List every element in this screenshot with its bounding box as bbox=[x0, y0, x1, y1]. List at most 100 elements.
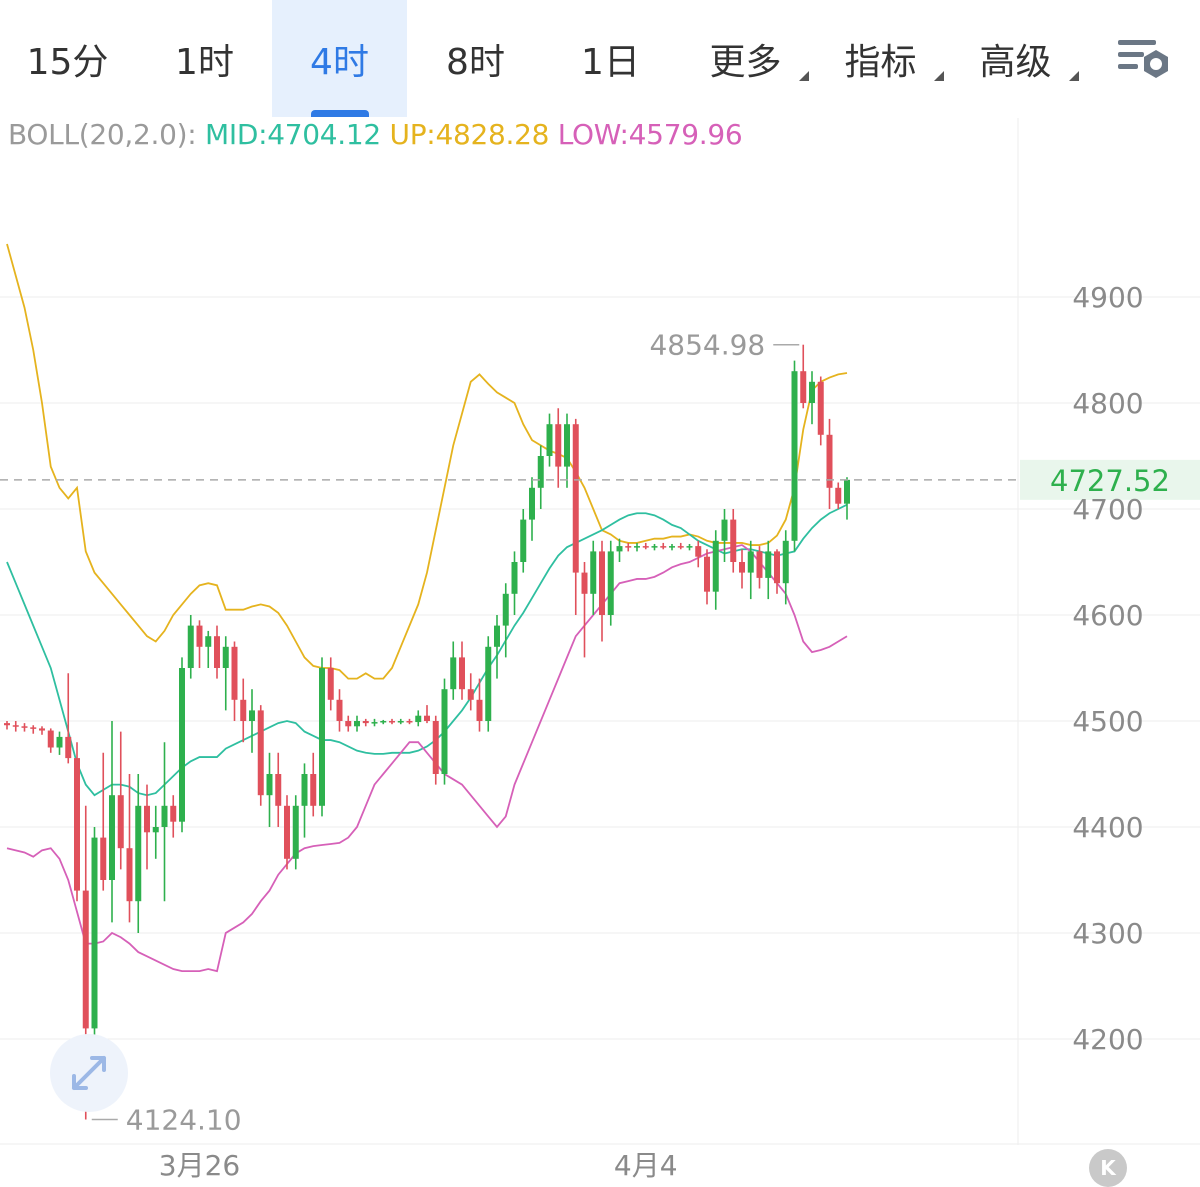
candle-body bbox=[677, 546, 684, 548]
candle bbox=[371, 718, 378, 727]
candle-body bbox=[47, 730, 54, 748]
time-axis: 3月26 4月4 bbox=[159, 1149, 678, 1182]
candle-body bbox=[362, 721, 369, 724]
candle-body bbox=[607, 551, 614, 615]
candle bbox=[292, 795, 299, 870]
candle-body bbox=[91, 837, 98, 1029]
candle-body bbox=[642, 546, 649, 548]
candle-body bbox=[284, 805, 290, 859]
candle bbox=[485, 636, 492, 732]
tab-0[interactable]: 15分 bbox=[0, 0, 135, 117]
candle bbox=[74, 742, 80, 902]
k-line-button[interactable]: K bbox=[1089, 1149, 1127, 1187]
candle bbox=[634, 542, 640, 552]
candle bbox=[231, 641, 238, 721]
dropdown-caret-icon bbox=[934, 71, 944, 81]
candle bbox=[39, 726, 45, 735]
boll-up-label: UP: bbox=[389, 118, 436, 151]
candle-body bbox=[249, 710, 255, 721]
candle-body bbox=[30, 727, 37, 729]
candle bbox=[730, 509, 737, 573]
tab-4[interactable]: 1日 bbox=[543, 0, 678, 117]
boll-low-value: 4579.96 bbox=[628, 118, 743, 151]
candle bbox=[179, 657, 185, 833]
candle bbox=[240, 678, 247, 743]
candle bbox=[695, 540, 702, 568]
candle bbox=[800, 344, 807, 409]
candle bbox=[336, 689, 343, 732]
candle-body bbox=[616, 546, 623, 552]
candle-body bbox=[634, 546, 640, 548]
candle-body bbox=[467, 689, 474, 700]
candle bbox=[47, 728, 54, 753]
candle bbox=[109, 721, 115, 923]
candle bbox=[704, 549, 710, 605]
candle bbox=[686, 543, 693, 551]
candle bbox=[65, 673, 72, 764]
candle-body bbox=[476, 699, 483, 721]
candle-body bbox=[205, 636, 212, 647]
tab-2[interactable]: 4时 bbox=[272, 0, 407, 117]
tab-5[interactable]: 更多 bbox=[678, 0, 813, 117]
candle-body bbox=[12, 725, 19, 727]
candle-body bbox=[380, 721, 387, 723]
boll-mid-label: MID: bbox=[205, 118, 268, 151]
candle bbox=[249, 689, 255, 753]
chart-settings-button[interactable] bbox=[1112, 34, 1174, 88]
candle bbox=[581, 562, 588, 658]
dropdown-caret-icon bbox=[1069, 71, 1079, 81]
candle-body bbox=[397, 721, 404, 723]
boll-lower-line bbox=[6, 544, 848, 973]
low-price-label: 4124.10 bbox=[126, 1104, 242, 1137]
current-price-badge bbox=[1020, 459, 1200, 500]
candle bbox=[257, 705, 264, 806]
candle bbox=[450, 641, 457, 700]
candle-body bbox=[170, 805, 177, 822]
candle-body bbox=[669, 546, 675, 548]
candle bbox=[170, 795, 177, 838]
candle-body bbox=[441, 689, 448, 774]
tab-label: 4时 bbox=[310, 41, 369, 83]
boll-name: BOLL(20,2.0): bbox=[8, 118, 197, 151]
candle bbox=[625, 542, 632, 552]
candle bbox=[555, 408, 562, 488]
candle-body bbox=[625, 546, 632, 548]
candle bbox=[275, 752, 282, 827]
candle-body bbox=[109, 795, 115, 880]
tab-7[interactable]: 高级 bbox=[948, 0, 1083, 117]
y-tick-label: 4400 bbox=[1072, 811, 1143, 844]
candle-body bbox=[756, 551, 763, 578]
candle-body bbox=[406, 721, 413, 723]
y-tick-label: 4300 bbox=[1072, 917, 1143, 950]
price-axis: 4200 4300 4400 4500 4600 4700 4800 4900 bbox=[1072, 281, 1143, 1056]
candle-body bbox=[712, 540, 719, 592]
candle bbox=[424, 705, 430, 724]
tab-6[interactable]: 指标 bbox=[813, 0, 948, 117]
candle bbox=[572, 418, 579, 615]
candle-body bbox=[590, 551, 597, 594]
candle-body bbox=[511, 562, 518, 594]
candle-body bbox=[152, 827, 159, 833]
candle-body bbox=[424, 715, 430, 721]
dropdown-caret-icon bbox=[799, 71, 809, 81]
candle-body bbox=[74, 758, 80, 891]
candle-body bbox=[800, 371, 807, 403]
tab-3[interactable]: 8时 bbox=[408, 0, 543, 117]
candle bbox=[791, 360, 798, 552]
candle-body bbox=[345, 721, 352, 727]
candle bbox=[546, 413, 553, 467]
chart-grid bbox=[0, 118, 1200, 1145]
candle bbox=[765, 540, 772, 600]
boll-indicator-line: BOLL(20,2.0): MID:4704.12 UP:4828.28 LOW… bbox=[8, 118, 743, 151]
y-tick-label: 4200 bbox=[1072, 1023, 1143, 1056]
candle bbox=[747, 540, 754, 600]
candle bbox=[135, 774, 142, 933]
candle bbox=[301, 763, 308, 838]
tab-1[interactable]: 1时 bbox=[137, 0, 272, 117]
candle-body bbox=[817, 381, 824, 435]
timeframe-tabbar: 15分 1时 4时 8时 1日 更多 指标 高级 bbox=[0, 0, 1200, 117]
candle bbox=[502, 583, 509, 658]
candles bbox=[4, 344, 850, 1120]
candle-body bbox=[432, 721, 439, 774]
fullscreen-button[interactable] bbox=[50, 1034, 128, 1112]
